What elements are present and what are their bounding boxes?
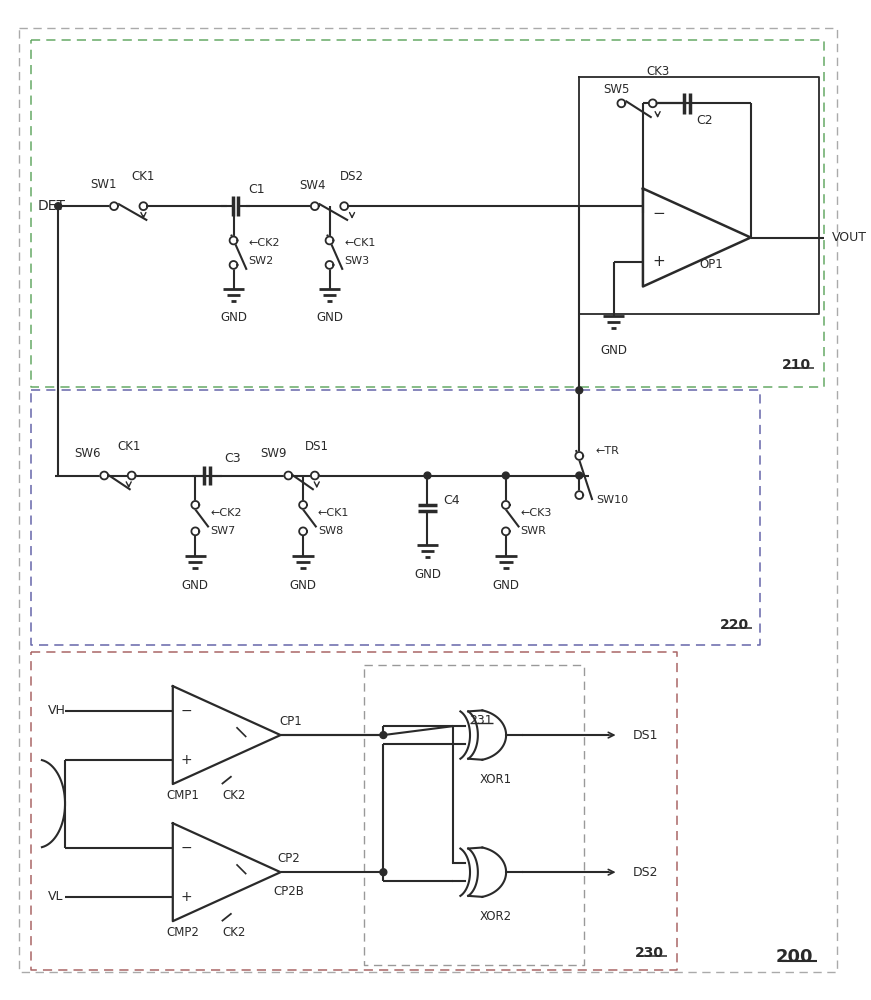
Text: GND: GND — [414, 568, 441, 581]
Text: −: − — [180, 841, 192, 855]
Text: DS2: DS2 — [340, 170, 364, 183]
Polygon shape — [100, 472, 108, 479]
Text: −: − — [652, 206, 665, 221]
Text: CMP1: CMP1 — [166, 789, 199, 802]
Text: SW5: SW5 — [604, 83, 630, 96]
Text: XOR2: XOR2 — [480, 910, 512, 923]
Text: GND: GND — [600, 344, 627, 357]
Polygon shape — [110, 202, 118, 210]
Polygon shape — [502, 501, 510, 509]
Polygon shape — [128, 472, 136, 479]
Text: ←CK3: ←CK3 — [521, 508, 552, 518]
Polygon shape — [341, 202, 348, 210]
Polygon shape — [649, 99, 657, 107]
Polygon shape — [311, 202, 319, 210]
Text: ←CK2: ←CK2 — [210, 508, 241, 518]
Text: SW10: SW10 — [596, 495, 628, 505]
Text: ←CK1: ←CK1 — [344, 238, 375, 248]
Text: +: + — [652, 254, 665, 269]
Text: SW7: SW7 — [210, 526, 235, 536]
Text: VOUT: VOUT — [832, 231, 867, 244]
Text: CMP2: CMP2 — [166, 926, 199, 939]
Polygon shape — [299, 527, 307, 535]
Text: DS1: DS1 — [633, 729, 658, 742]
Text: CP2B: CP2B — [273, 885, 304, 898]
Text: VL: VL — [49, 890, 64, 903]
Text: SWR: SWR — [521, 526, 546, 536]
Text: CK2: CK2 — [223, 926, 246, 939]
Text: +: + — [180, 753, 192, 767]
Text: C1: C1 — [248, 183, 265, 196]
Text: SW8: SW8 — [318, 526, 343, 536]
Text: CP2: CP2 — [277, 852, 300, 865]
Polygon shape — [326, 261, 334, 269]
Text: CK2: CK2 — [223, 789, 246, 802]
Text: ←TR: ←TR — [596, 446, 620, 456]
Text: 220: 220 — [719, 618, 748, 632]
Text: GND: GND — [289, 579, 316, 592]
Polygon shape — [576, 472, 583, 479]
Polygon shape — [192, 501, 199, 509]
Polygon shape — [230, 237, 238, 244]
Text: ←CK2: ←CK2 — [248, 238, 280, 248]
Text: DS2: DS2 — [633, 866, 658, 879]
Polygon shape — [139, 202, 147, 210]
Text: −: − — [180, 704, 192, 718]
Polygon shape — [503, 472, 510, 479]
Polygon shape — [424, 472, 431, 479]
Polygon shape — [311, 472, 319, 479]
Text: SW2: SW2 — [248, 256, 273, 266]
Text: SW3: SW3 — [344, 256, 369, 266]
Text: GND: GND — [492, 579, 519, 592]
Text: SW1: SW1 — [90, 178, 117, 191]
Text: CK1: CK1 — [117, 440, 140, 453]
Text: 230: 230 — [635, 946, 665, 960]
Text: SW9: SW9 — [260, 447, 287, 460]
Text: CP1: CP1 — [279, 715, 301, 728]
Text: GND: GND — [316, 311, 343, 324]
Text: SW4: SW4 — [300, 179, 326, 192]
Polygon shape — [618, 99, 625, 107]
Polygon shape — [576, 387, 583, 394]
Text: VH: VH — [49, 704, 66, 717]
Text: DET: DET — [37, 199, 65, 213]
Text: ←CK1: ←CK1 — [318, 508, 349, 518]
Polygon shape — [285, 472, 293, 479]
Text: C2: C2 — [696, 114, 713, 127]
Text: CK1: CK1 — [132, 170, 155, 183]
Polygon shape — [576, 452, 584, 460]
Polygon shape — [380, 732, 387, 738]
Polygon shape — [576, 491, 584, 499]
Polygon shape — [326, 237, 334, 244]
Polygon shape — [380, 869, 387, 876]
Polygon shape — [55, 203, 62, 210]
Text: C4: C4 — [443, 493, 460, 506]
Text: XOR1: XOR1 — [480, 773, 512, 786]
Text: DS1: DS1 — [305, 440, 328, 453]
Text: GND: GND — [182, 579, 209, 592]
Polygon shape — [299, 501, 307, 509]
Text: SW6: SW6 — [74, 447, 101, 460]
Text: OP1: OP1 — [699, 258, 724, 271]
Text: CK3: CK3 — [646, 65, 669, 78]
Text: 210: 210 — [782, 358, 811, 372]
Polygon shape — [230, 261, 238, 269]
Text: C3: C3 — [225, 452, 241, 465]
Text: +: + — [180, 890, 192, 904]
Polygon shape — [502, 527, 510, 535]
Polygon shape — [192, 527, 199, 535]
Text: 200: 200 — [776, 948, 814, 966]
Text: GND: GND — [220, 311, 247, 324]
Text: 231: 231 — [469, 714, 493, 727]
